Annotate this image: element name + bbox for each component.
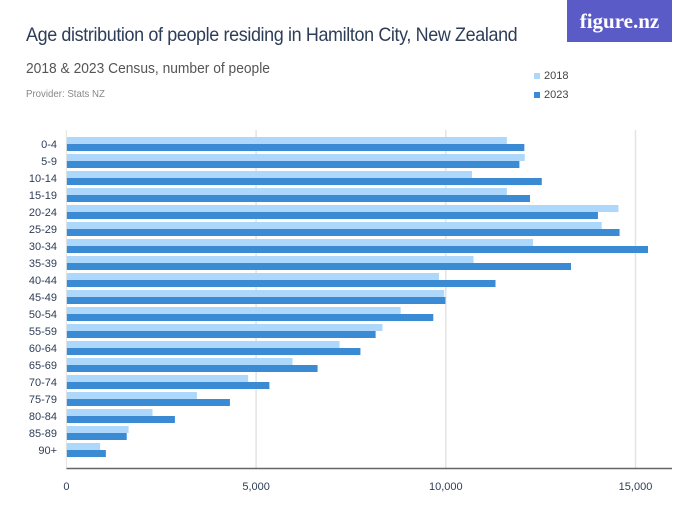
bar-2023-0-4[interactable] <box>66 144 525 151</box>
bar-2018-10-14[interactable] <box>66 171 472 178</box>
bar-2018-25-29[interactable] <box>66 222 602 229</box>
bar-2023-45-49[interactable] <box>66 297 446 304</box>
bar-2023-30-34[interactable] <box>66 246 649 253</box>
bar-2018-90+[interactable] <box>66 443 101 450</box>
category-label: 65-69 <box>29 360 57 372</box>
category-label: 60-64 <box>29 343 57 355</box>
bar-2018-40-44[interactable] <box>66 273 439 280</box>
bar-2023-60-64[interactable] <box>66 348 361 355</box>
bar-2023-55-59[interactable] <box>66 331 376 338</box>
bar-2023-5-9[interactable] <box>66 161 520 168</box>
bar-2023-15-19[interactable] <box>66 195 531 202</box>
chart-title: Age distribution of people residing in H… <box>26 24 518 46</box>
bar-2023-50-54[interactable] <box>66 314 434 321</box>
x-tick-label: 10,000 <box>429 481 463 493</box>
bar-2023-65-69[interactable] <box>66 365 318 372</box>
bar-2023-90+[interactable] <box>66 450 106 457</box>
category-label: 35-39 <box>29 258 57 270</box>
bar-2023-40-44[interactable] <box>66 280 496 287</box>
legend-swatch-2018 <box>534 73 540 79</box>
category-label: 20-24 <box>29 207 57 219</box>
chart-subtitle: 2018 & 2023 Census, number of people <box>26 60 270 77</box>
bar-2018-50-54[interactable] <box>66 307 401 314</box>
category-label: 45-49 <box>29 292 57 304</box>
category-label: 80-84 <box>29 411 57 423</box>
category-label: 30-34 <box>29 241 57 253</box>
bar-2023-25-29[interactable] <box>66 229 620 236</box>
category-label: 40-44 <box>29 275 57 287</box>
bar-2023-10-14[interactable] <box>66 178 542 185</box>
bar-2023-80-84[interactable] <box>66 416 175 423</box>
bar-2018-60-64[interactable] <box>66 341 340 348</box>
bar-2018-55-59[interactable] <box>66 324 383 331</box>
category-label: 0-4 <box>41 139 57 151</box>
category-label: 55-59 <box>29 326 57 338</box>
provider-text: Provider: Stats NZ <box>26 88 105 100</box>
category-label: 15-19 <box>29 190 57 202</box>
bar-2018-15-19[interactable] <box>66 188 507 195</box>
bar-2018-35-39[interactable] <box>66 256 474 263</box>
category-label: 85-89 <box>29 428 57 440</box>
category-label: 70-74 <box>29 377 57 389</box>
bar-2018-70-74[interactable] <box>66 375 249 382</box>
bar-2018-0-4[interactable] <box>66 137 507 144</box>
legend-label-2018: 2018 <box>544 70 569 82</box>
category-label: 10-14 <box>29 173 57 185</box>
category-label: 25-29 <box>29 224 57 236</box>
bar-2018-80-84[interactable] <box>66 409 153 416</box>
category-label: 90+ <box>38 445 57 457</box>
x-tick-label: 5,000 <box>242 481 270 493</box>
bar-2018-85-89[interactable] <box>66 426 129 433</box>
legend-label-2023: 2023 <box>544 89 569 101</box>
bar-2023-20-24[interactable] <box>66 212 598 219</box>
category-label: 50-54 <box>29 309 57 321</box>
bar-2018-30-34[interactable] <box>66 239 534 246</box>
category-label: 75-79 <box>29 394 57 406</box>
bar-2018-5-9[interactable] <box>66 154 525 161</box>
bar-2018-65-69[interactable] <box>66 358 293 365</box>
x-tick-label: 0 <box>63 481 69 493</box>
legend-item-2023[interactable]: 2023 <box>534 89 568 101</box>
bar-2023-70-74[interactable] <box>66 382 270 389</box>
bar-2018-45-49[interactable] <box>66 290 445 297</box>
legend-item-2018[interactable]: 2018 <box>534 70 568 82</box>
bar-2023-75-79[interactable] <box>66 399 230 406</box>
bar-2018-20-24[interactable] <box>66 205 619 212</box>
bar-2023-35-39[interactable] <box>66 263 572 270</box>
bar-2018-75-79[interactable] <box>66 392 197 399</box>
figure-nz-logo[interactable]: figure.nz <box>567 0 672 42</box>
x-tick-label: 15,000 <box>619 481 653 493</box>
legend-swatch-2023 <box>534 92 540 98</box>
bar-2023-85-89[interactable] <box>66 433 127 440</box>
category-label: 5-9 <box>41 156 57 168</box>
